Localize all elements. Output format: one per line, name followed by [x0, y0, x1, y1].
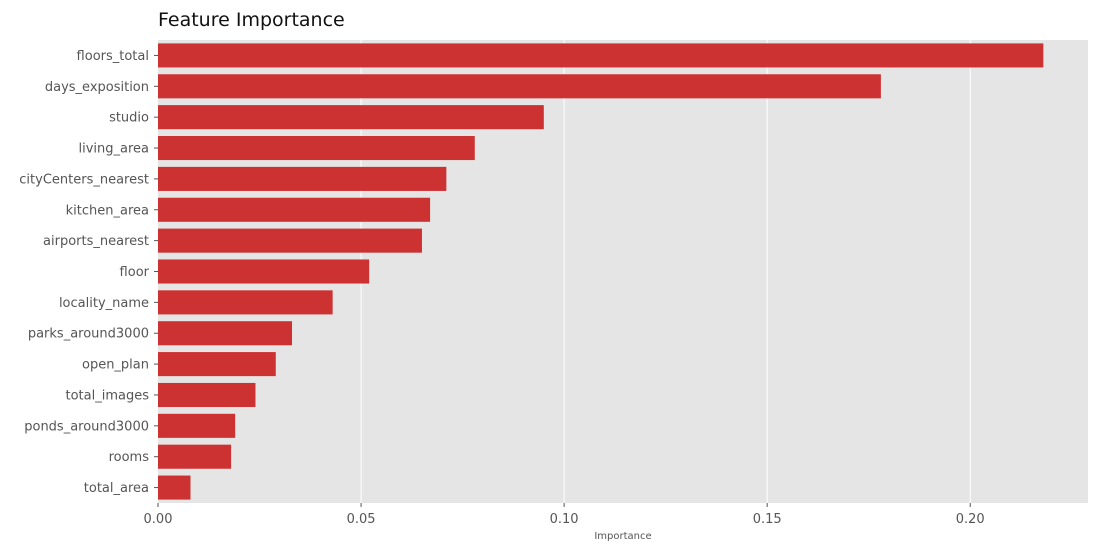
x-axis-label: Importance — [594, 531, 651, 542]
bar-airports_nearest — [158, 228, 422, 253]
y-tick-label: cityCenters_nearest — [19, 172, 149, 187]
y-tick-label: total_images — [66, 388, 150, 403]
bar-floor — [158, 259, 370, 284]
bar-studio — [158, 105, 544, 130]
y-tick-label: studio — [109, 111, 149, 126]
y-tick-label: kitchen_area — [66, 203, 149, 218]
bar-parks_around3000 — [158, 321, 293, 346]
y-tick-label: floors_total — [77, 49, 149, 64]
y-tick-label: living_area — [78, 142, 149, 157]
y-tick-label: parks_around3000 — [28, 327, 149, 342]
bar-rooms — [158, 444, 232, 469]
bar-total_images — [158, 382, 256, 408]
y-tick-label: total_area — [84, 481, 149, 496]
chart-title: Feature Importance — [158, 9, 345, 31]
y-tick-label: ponds_around3000 — [24, 419, 149, 434]
bars — [158, 43, 1044, 500]
bar-total_area — [158, 475, 191, 500]
bar-cityCenters_nearest — [158, 166, 447, 191]
x-tick-label: 0.10 — [550, 512, 579, 527]
bar-floors_total — [158, 43, 1044, 68]
bar-days_exposition — [158, 74, 881, 99]
bar-ponds_around3000 — [158, 413, 236, 438]
y-tick-label: floor — [120, 265, 150, 280]
x-ticks: 0.00 0.05 0.10 0.15 0.20 — [144, 503, 985, 527]
y-tick-label: rooms — [109, 450, 150, 465]
y-tick-label: days_exposition — [45, 80, 149, 95]
y-tick-label: open_plan — [82, 358, 149, 373]
x-tick-label: 0.05 — [347, 512, 376, 527]
y-tick-label: locality_name — [59, 296, 149, 311]
x-tick-label: 0.20 — [956, 512, 985, 527]
bar-living_area — [158, 135, 475, 161]
y-tick-label: airports_nearest — [43, 234, 149, 249]
x-tick-label: 0.00 — [144, 512, 173, 527]
x-tick-label: 0.15 — [753, 512, 782, 527]
bar-open_plan — [158, 352, 276, 377]
bar-locality_name — [158, 290, 333, 315]
bar-kitchen_area — [158, 197, 431, 222]
